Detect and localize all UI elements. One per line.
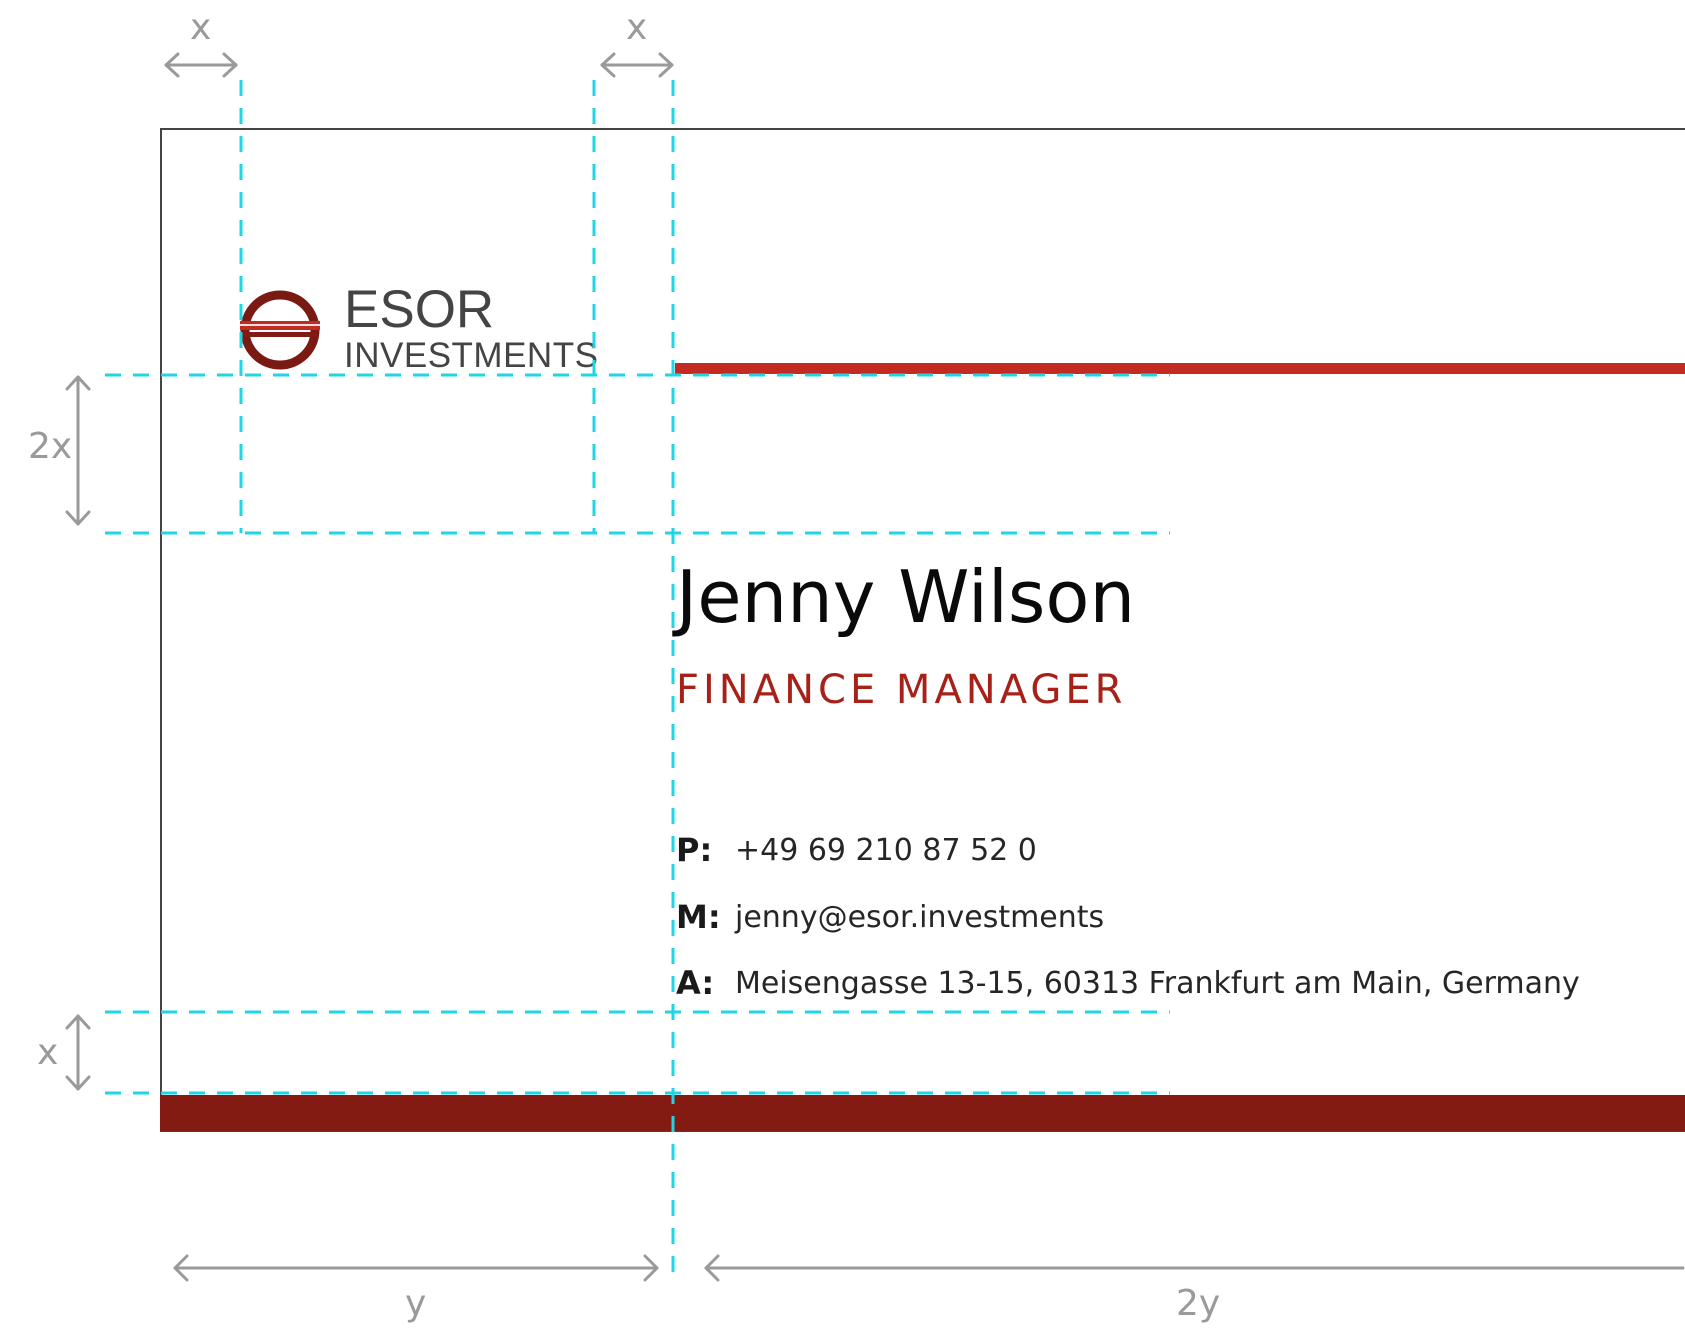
contact-key-phone: P: (676, 831, 713, 869)
contact-value-address: Meisengasse 13-15, 60313 Frankfurt am Ma… (735, 966, 1580, 1001)
dimension-label-bottom-2y: 2y (1176, 1283, 1221, 1324)
dimension-arrow-top-mid-x (600, 52, 674, 78)
contact-value-email: jenny@esor.investments (735, 900, 1105, 935)
dimension-arrow-left-x (65, 1014, 91, 1091)
logo-subline: INVESTMENTS (344, 336, 599, 375)
contact-key-address: A: (676, 964, 715, 1002)
contact-value-phone: +49 69 210 87 52 0 (735, 833, 1037, 868)
dimension-arrow-top-left-x (164, 52, 238, 78)
person-title: FINANCE MANAGER (676, 667, 1127, 713)
dimension-arrow-bottom-2y (704, 1254, 1685, 1282)
contact-key-email: M: (676, 898, 721, 936)
accent-red-line (675, 363, 1685, 374)
logo-wordmark: ESOR (344, 280, 495, 339)
dimension-label-left-2x: 2x (28, 426, 73, 467)
dimension-label-bottom-y: y (405, 1283, 427, 1324)
dimension-label-top-mid-x: x (626, 7, 648, 48)
esor-logo-mark-icon (240, 290, 320, 370)
dimension-arrow-bottom-y (173, 1254, 659, 1282)
bottom-brand-bar (160, 1095, 1685, 1131)
dimension-label-top-left-x: x (190, 7, 212, 48)
business-card (160, 128, 1685, 1132)
person-name: Jenny Wilson (676, 555, 1136, 639)
dimension-label-left-x: x (37, 1032, 59, 1073)
